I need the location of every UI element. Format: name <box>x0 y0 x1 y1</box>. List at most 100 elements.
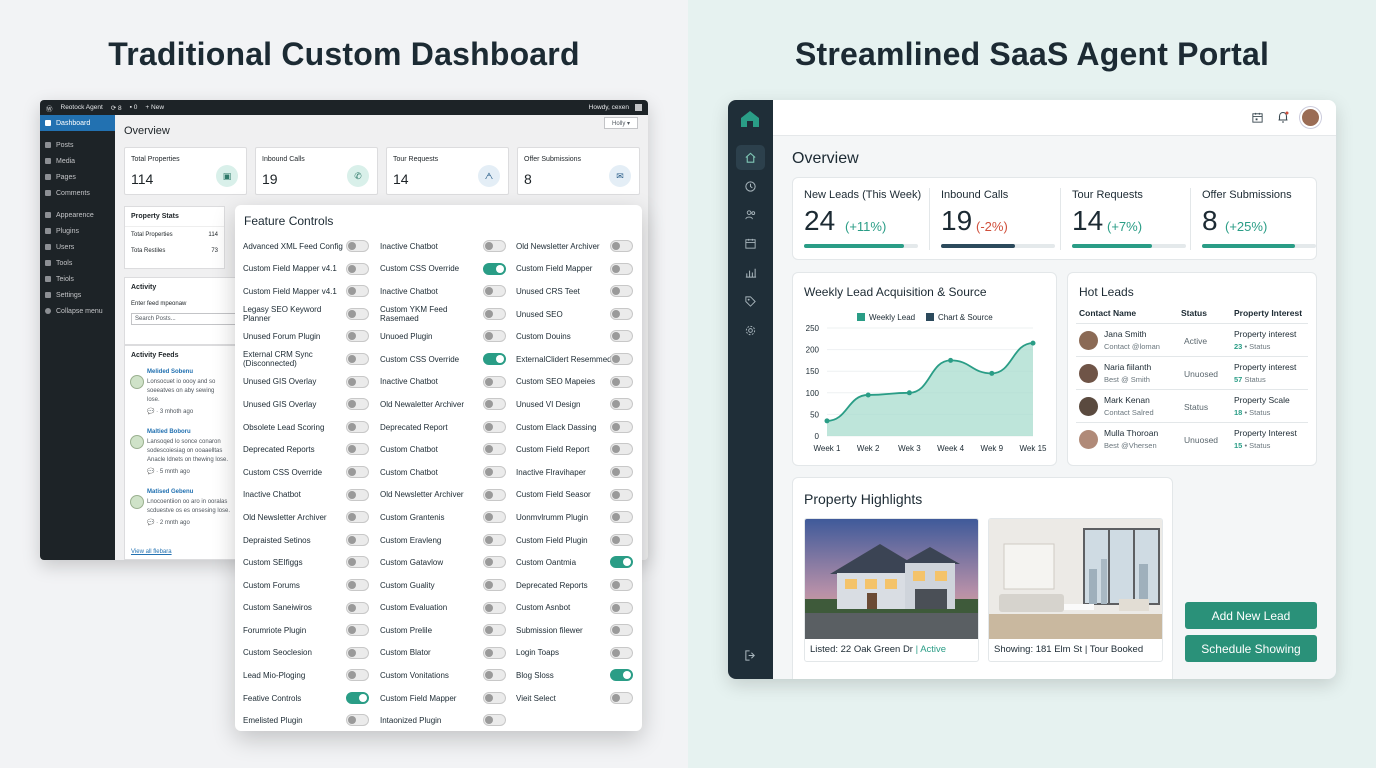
feature-toggle[interactable] <box>346 646 369 659</box>
feature-toggle[interactable] <box>610 420 633 433</box>
sidebar-item-posts[interactable]: Posts <box>40 137 115 153</box>
feature-toggle[interactable] <box>346 443 369 456</box>
house-logo-icon[interactable] <box>739 109 761 129</box>
help-dropdown[interactable]: Holly ▾ <box>604 117 638 129</box>
feature-toggle[interactable] <box>610 578 633 591</box>
sidebar-item-pages[interactable]: Pages <box>40 169 115 185</box>
feature-toggle[interactable] <box>346 420 369 433</box>
nav-history[interactable] <box>736 174 765 199</box>
feature-toggle[interactable] <box>483 691 506 704</box>
nav-settings[interactable] <box>736 318 765 343</box>
feature-toggle[interactable] <box>346 691 369 704</box>
lead-row[interactable]: Mulla Thoroan Best @Vhersen Unuosed Propert… <box>1076 422 1308 455</box>
feature-toggle[interactable] <box>610 285 633 298</box>
feature-toggle[interactable] <box>346 601 369 614</box>
sidebar-item-dashboard[interactable]: Dashboard <box>40 115 115 131</box>
feature-toggle[interactable] <box>610 488 633 501</box>
view-all-link[interactable]: View all flebara <box>131 549 172 555</box>
feature-toggle[interactable] <box>346 556 369 569</box>
feature-toggle[interactable] <box>483 443 506 456</box>
feature-toggle[interactable] <box>346 624 369 637</box>
feature-toggle[interactable] <box>610 398 633 411</box>
feature-toggle[interactable] <box>346 533 369 546</box>
sidebar-item-teiols[interactable]: Teiols <box>40 271 115 287</box>
user-avatar[interactable] <box>1300 107 1321 128</box>
feature-toggle[interactable] <box>483 646 506 659</box>
feature-toggle[interactable] <box>483 398 506 411</box>
feature-toggle[interactable] <box>346 330 369 343</box>
feature-toggle[interactable] <box>346 240 369 252</box>
feature-toggle[interactable] <box>346 375 369 388</box>
feature-toggle[interactable] <box>610 443 633 456</box>
feature-toggle[interactable] <box>346 398 369 411</box>
feature-toggle[interactable] <box>346 488 369 501</box>
feed-author-link[interactable]: Melided Sobenu <box>147 369 194 375</box>
feature-toggle[interactable] <box>346 307 369 320</box>
sidebar-item-settings[interactable]: Settings <box>40 287 115 303</box>
lead-row[interactable]: Mark Kenan Contact Salred Status Property S… <box>1076 389 1308 422</box>
feature-toggle[interactable] <box>346 669 369 682</box>
feature-toggle[interactable] <box>483 556 506 569</box>
new-content-link[interactable]: + New <box>145 104 165 111</box>
feature-toggle[interactable] <box>483 330 506 343</box>
feature-toggle[interactable] <box>610 330 633 343</box>
feature-toggle[interactable] <box>483 488 506 501</box>
feature-toggle[interactable] <box>610 240 633 252</box>
nav-logout[interactable] <box>736 643 765 668</box>
nav-tags[interactable] <box>736 289 765 314</box>
sidebar-item-comments[interactable]: Comments <box>40 185 115 201</box>
feature-toggle[interactable] <box>346 352 369 365</box>
feature-toggle[interactable] <box>346 714 369 727</box>
feature-toggle[interactable] <box>610 601 633 614</box>
property-card[interactable]: Showing: 181 Elm St | Tour Booked <box>988 518 1163 662</box>
feature-toggle[interactable] <box>346 578 369 591</box>
lead-row[interactable]: Jana Smith Contact @loman Active Property i… <box>1076 323 1308 356</box>
search-posts-input[interactable]: Search Posts... <box>131 313 242 325</box>
feature-toggle[interactable] <box>483 307 506 320</box>
feature-toggle[interactable] <box>610 533 633 546</box>
user-avatar[interactable] <box>635 104 642 111</box>
sidebar-item-appearance[interactable]: Appearence <box>40 207 115 223</box>
feature-toggle[interactable] <box>483 262 506 275</box>
feature-toggle[interactable] <box>483 669 506 682</box>
feed-author-link[interactable]: Maltied Boboru <box>147 429 191 435</box>
feature-toggle[interactable] <box>610 375 633 388</box>
feed-author-link[interactable]: Matised Gebenu <box>147 489 194 495</box>
feature-toggle[interactable] <box>483 601 506 614</box>
feature-toggle[interactable] <box>610 691 633 704</box>
feature-toggle[interactable] <box>483 714 506 727</box>
feature-toggle[interactable] <box>610 624 633 637</box>
feature-toggle[interactable] <box>610 465 633 478</box>
feature-toggle[interactable] <box>610 262 633 275</box>
feature-toggle[interactable] <box>483 465 506 478</box>
feature-toggle[interactable] <box>610 646 633 659</box>
greeting[interactable]: Howdy, cexen <box>588 104 629 111</box>
feature-toggle[interactable] <box>610 511 633 524</box>
comments-icon[interactable]: ▪ 0 <box>129 104 138 111</box>
feature-toggle[interactable] <box>483 375 506 388</box>
feature-toggle[interactable] <box>483 285 506 298</box>
feature-toggle[interactable] <box>346 285 369 298</box>
feature-toggle[interactable] <box>610 669 633 682</box>
feature-toggle[interactable] <box>483 624 506 637</box>
nav-calendar[interactable] <box>736 231 765 256</box>
feature-toggle[interactable] <box>346 465 369 478</box>
lead-row[interactable]: Naria fiilanth Best @ Smith Unuosed Propert… <box>1076 356 1308 389</box>
feature-toggle[interactable] <box>346 262 369 275</box>
feature-toggle[interactable] <box>483 240 506 252</box>
feature-toggle[interactable] <box>610 556 633 569</box>
feature-toggle[interactable] <box>483 420 506 433</box>
feature-toggle[interactable] <box>483 352 506 365</box>
nav-reports[interactable] <box>736 260 765 285</box>
add-new-lead-button[interactable]: Add New Lead <box>1185 602 1317 629</box>
updates-icon[interactable]: ⟳ 8 <box>110 104 122 112</box>
feature-toggle[interactable] <box>483 533 506 546</box>
nav-contacts[interactable] <box>736 202 765 227</box>
sidebar-item-tools[interactable]: Tools <box>40 255 115 271</box>
calendar-icon[interactable] <box>1251 111 1264 124</box>
bell-icon[interactable] <box>1276 110 1290 124</box>
schedule-showing-button[interactable]: Schedule Showing <box>1185 635 1317 662</box>
sidebar-item-media[interactable]: Media <box>40 153 115 169</box>
feature-toggle[interactable] <box>483 578 506 591</box>
sidebar-item-users[interactable]: Users <box>40 239 115 255</box>
